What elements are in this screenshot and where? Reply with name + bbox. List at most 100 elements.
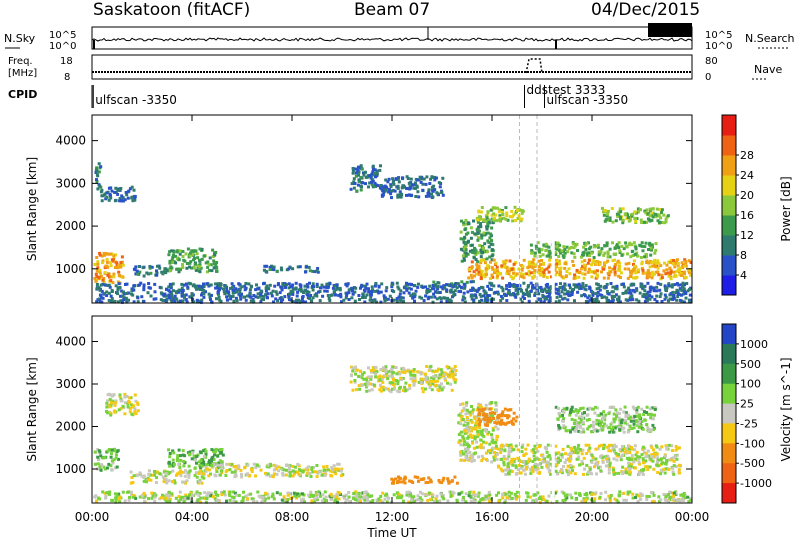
heatmap-cell [647, 495, 651, 498]
heatmap-cell [432, 375, 436, 379]
heatmap-cell [359, 285, 363, 288]
heatmap-cell [161, 299, 165, 302]
heatmap-cell [520, 450, 524, 454]
heatmap-cell [497, 447, 501, 451]
heatmap-cell [111, 394, 115, 398]
heatmap-cell [605, 290, 609, 293]
heatmap-cell [114, 500, 118, 504]
heatmap-cell [358, 298, 361, 301]
heatmap-cell [158, 472, 162, 476]
heatmap-cell [533, 269, 537, 272]
heatmap-cell [567, 267, 571, 271]
heatmap-cell [231, 295, 235, 298]
heatmap-cell [621, 221, 625, 225]
heatmap-cell [304, 265, 308, 269]
heatmap-cell [588, 471, 592, 475]
heatmap-cell [120, 300, 124, 304]
heatmap-cell [403, 371, 407, 374]
heatmap-cell [632, 460, 636, 464]
heatmap-cell [168, 261, 172, 265]
heatmap-cell [490, 460, 494, 464]
heatmap-cell [448, 375, 452, 379]
heatmap-cell [536, 491, 540, 495]
heatmap-cell [688, 271, 691, 275]
heatmap-cell [533, 263, 537, 267]
heatmap-cell [590, 263, 593, 267]
heatmap-cell [664, 220, 668, 224]
heatmap-cell [485, 250, 489, 254]
heatmap-cell [323, 468, 327, 472]
heatmap-cell [564, 468, 568, 472]
heatmap-cell [98, 253, 102, 257]
heatmap-cell [534, 468, 538, 472]
heatmap-cell [225, 289, 229, 292]
heatmap-cell [368, 174, 372, 178]
heatmap-cell [453, 365, 457, 368]
heatmap-cell [379, 164, 382, 168]
heatmap-cell [106, 449, 110, 453]
heatmap-cell [304, 270, 307, 274]
heatmap-cell [602, 410, 606, 414]
heatmap-cell [150, 265, 154, 269]
heatmap-cell [537, 458, 541, 462]
heatmap-cell [608, 461, 612, 465]
heatmap-cell [663, 261, 666, 265]
heatmap-cell [480, 234, 484, 238]
heatmap-cell [367, 389, 371, 393]
heatmap-cell [279, 285, 283, 289]
heatmap-cell [616, 245, 620, 249]
heatmap-cell [409, 293, 413, 297]
heatmap-cell [312, 466, 316, 470]
heatmap-cell [545, 275, 549, 279]
heatmap-cell [667, 274, 671, 278]
colorbar-label: Power [dB] [779, 176, 793, 241]
heatmap-cell [614, 293, 618, 297]
heatmap-cell [476, 238, 480, 242]
heatmap-cell [576, 249, 579, 252]
heatmap-cell [653, 272, 656, 276]
heatmap-cell [316, 267, 320, 270]
heatmap-cell [655, 289, 659, 293]
heatmap-cell [591, 455, 595, 459]
heatmap-cell [471, 251, 475, 254]
heatmap-cell [466, 436, 470, 440]
heatmap-cell [442, 385, 446, 389]
nave-trace-ddstest [525, 58, 543, 74]
heatmap-cell [522, 468, 526, 472]
heatmap-cell [191, 449, 195, 453]
heatmap-cell [644, 455, 648, 459]
heatmap-cell [621, 453, 625, 457]
heatmap-cell [542, 300, 546, 304]
heatmap-cell [422, 299, 426, 303]
heatmap-cell [179, 474, 183, 478]
heatmap-cell [558, 273, 562, 277]
heatmap-cell [363, 289, 367, 293]
heatmap-cell [460, 409, 464, 413]
heatmap-cell [114, 401, 118, 405]
heatmap-cell [486, 432, 490, 436]
heatmap-cell [305, 283, 309, 287]
heatmap-cell [470, 260, 474, 264]
heatmap-cell [344, 296, 348, 300]
heatmap-cell [638, 425, 641, 429]
heatmap-cell [372, 368, 376, 372]
heatmap-cell [120, 194, 124, 198]
heatmap-cell [102, 277, 106, 280]
heatmap-cell [502, 216, 506, 220]
heatmap-cell [652, 467, 656, 471]
heatmap-cell [234, 473, 237, 477]
heatmap-cell [202, 295, 206, 299]
heatmap-cell [469, 434, 473, 438]
heatmap-cell [617, 453, 621, 457]
heatmap-cell [101, 261, 104, 265]
heatmap-cell [306, 468, 310, 472]
heatmap-cell [380, 377, 384, 381]
heatmap-cell [662, 467, 666, 471]
heatmap-cell [445, 365, 449, 369]
heatmap-cell [470, 243, 474, 247]
heatmap-cell [331, 286, 335, 290]
heatmap-cell [496, 415, 500, 419]
heatmap-cell [212, 259, 216, 263]
heatmap-cell [470, 454, 474, 458]
heatmap-cell [271, 267, 275, 271]
